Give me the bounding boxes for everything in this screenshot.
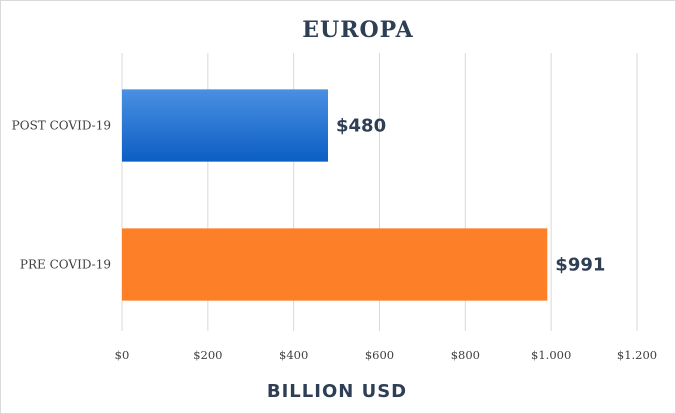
x-tick-label: $200 [193,348,222,362]
data-label: $480 [336,116,386,137]
x-axis-title: BILLION USD [267,381,407,402]
labels: POST COVID-19 $480 PRE COVID-19 $991 [12,116,606,276]
chart-title: EUROPA [302,17,413,43]
x-tick-label: $400 [279,348,308,362]
x-tick-label: $600 [365,348,394,362]
x-tick-label: $1.000 [531,348,571,362]
bar-post-covid-19 [122,89,328,162]
bars [122,89,548,301]
category-label: POST COVID-19 [12,119,111,133]
x-axis: $0 $200 $400 $600 $800 $1.000 $1.200 [115,348,657,362]
data-label: $991 [555,255,605,276]
x-tick-label: $800 [451,348,480,362]
bar-pre-covid-19 [122,228,548,301]
x-tick-label: $0 [115,348,130,362]
x-tick-label: $1.200 [617,348,657,362]
category-label: PRE COVID-19 [20,258,111,272]
